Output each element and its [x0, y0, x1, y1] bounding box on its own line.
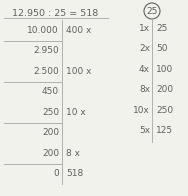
Text: 100: 100	[156, 65, 173, 74]
Text: 125: 125	[156, 126, 173, 135]
Text: 1x: 1x	[139, 24, 150, 33]
Text: 8x: 8x	[139, 85, 150, 94]
Text: 200: 200	[156, 85, 173, 94]
Text: 25: 25	[146, 6, 158, 15]
Text: 100 x: 100 x	[66, 67, 92, 76]
Text: 25: 25	[156, 24, 167, 33]
Text: 250: 250	[42, 108, 59, 117]
Text: 200: 200	[42, 149, 59, 158]
Text: 400 x: 400 x	[66, 26, 91, 35]
Text: 50: 50	[156, 44, 168, 53]
Text: 10 x: 10 x	[66, 108, 86, 117]
Text: 518: 518	[66, 169, 83, 178]
Text: 4x: 4x	[139, 65, 150, 74]
Text: 0: 0	[53, 169, 59, 178]
Text: 8 x: 8 x	[66, 149, 80, 158]
Text: 10.000: 10.000	[27, 26, 59, 35]
Text: 250: 250	[156, 106, 173, 115]
Text: 2.500: 2.500	[33, 67, 59, 76]
Text: 2.950: 2.950	[33, 46, 59, 55]
Text: 5x: 5x	[139, 126, 150, 135]
Text: 450: 450	[42, 87, 59, 96]
Text: 200: 200	[42, 128, 59, 137]
Text: 12.950 : 25 = 518: 12.950 : 25 = 518	[12, 9, 98, 18]
Text: 10x: 10x	[133, 106, 150, 115]
Text: 2x: 2x	[139, 44, 150, 53]
